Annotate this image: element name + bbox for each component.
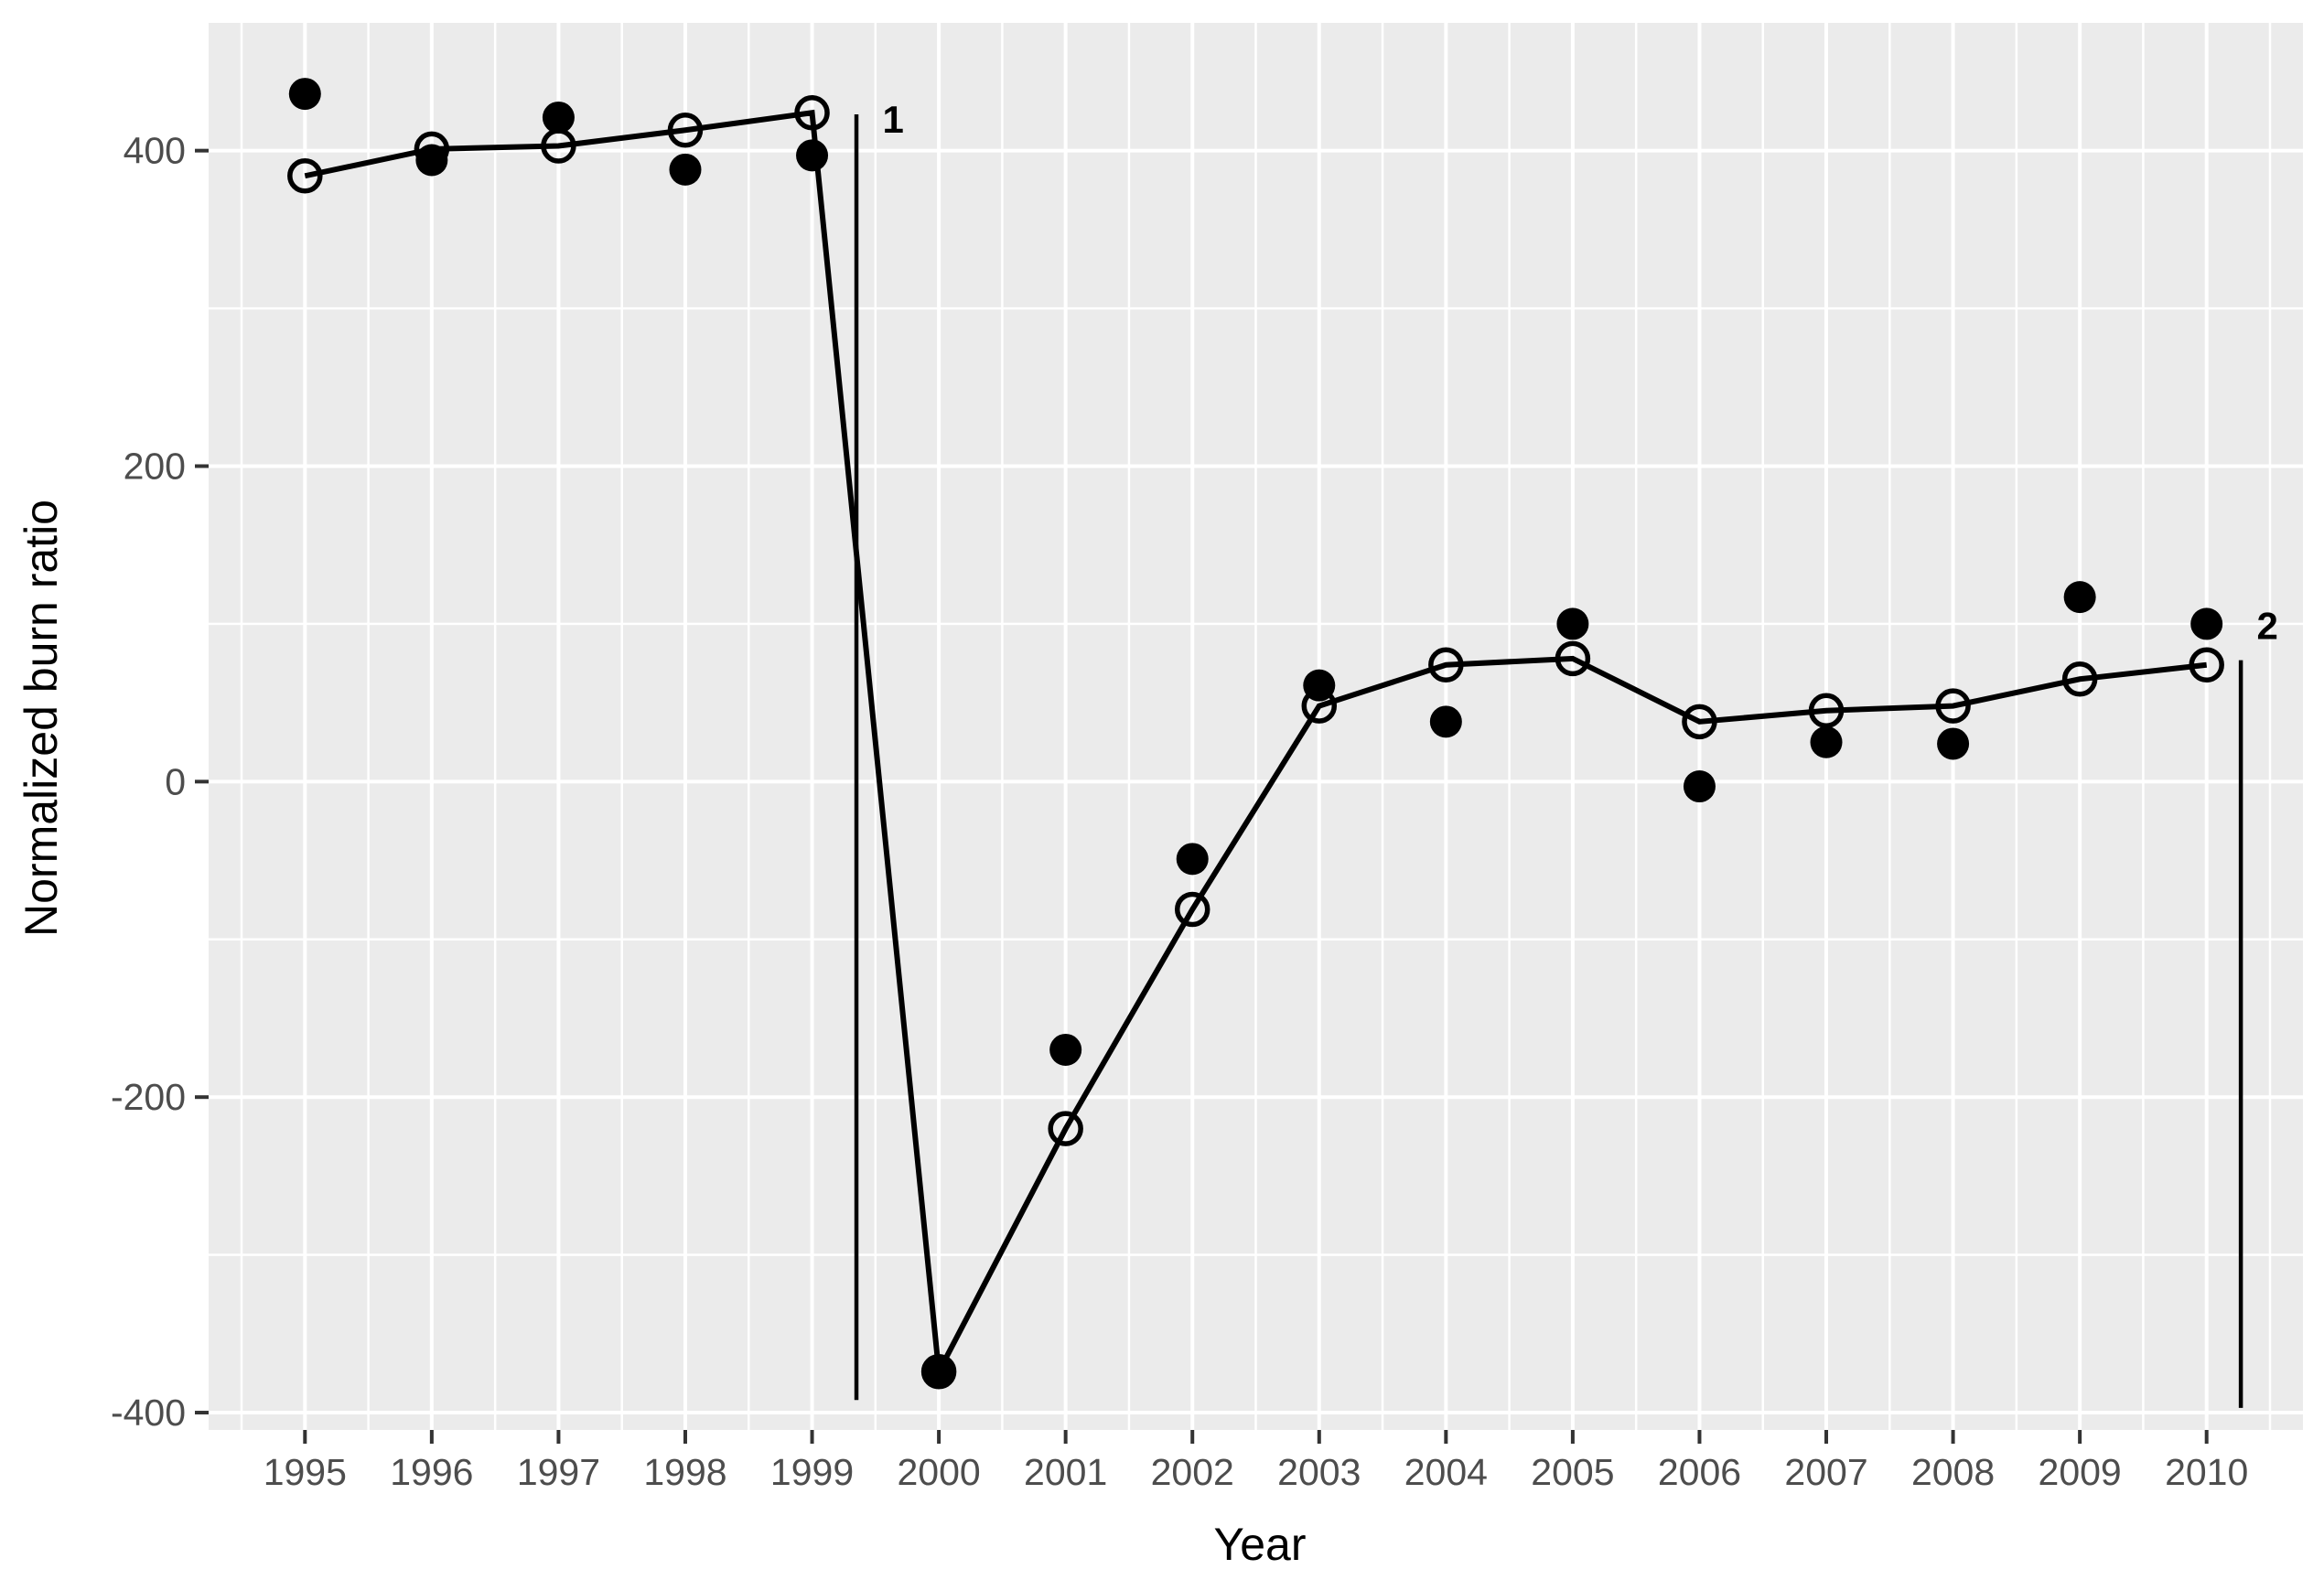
data-point-filled <box>415 144 448 177</box>
data-point-open <box>794 95 830 131</box>
data-point-filled <box>1176 843 1209 876</box>
x-tick-label: 2009 <box>2039 1451 2122 1493</box>
data-point-open <box>2189 647 2224 683</box>
y-axis-title: Normalized burn ratio <box>16 500 67 937</box>
x-tick-label: 1995 <box>264 1451 347 1493</box>
x-tick-label: 2004 <box>1404 1451 1488 1493</box>
y-tick-label: -200 <box>111 1076 186 1118</box>
data-point-open <box>287 157 323 194</box>
data-point-filled <box>2190 607 2223 640</box>
x-tick-label: 2001 <box>1024 1451 1107 1493</box>
y-tick-label: 200 <box>124 446 186 488</box>
x-tick-label: 2010 <box>2165 1451 2248 1493</box>
y-tick-label: -400 <box>111 1392 186 1434</box>
x-tick-label: 2007 <box>1784 1451 1867 1493</box>
data-point-open <box>1555 640 1591 677</box>
x-tick-label: 2006 <box>1658 1451 1741 1493</box>
x-tick-label: 1999 <box>770 1451 854 1493</box>
axes-layer: 1995 1996 1997 1998 1999 2000 2001 2002 2003 2004… <box>111 130 2248 1493</box>
y-tick-label: 0 <box>165 760 186 802</box>
x-tick-label: 1996 <box>390 1451 473 1493</box>
data-layer <box>287 78 2224 1390</box>
x-tick-label: 2002 <box>1151 1451 1234 1493</box>
data-point-filled <box>1683 770 1716 803</box>
data-point-open <box>1174 891 1210 928</box>
data-point-filled <box>922 1355 955 1388</box>
data-point-filled <box>1303 669 1336 702</box>
x-tick-label: 2005 <box>1531 1451 1614 1493</box>
data-point-filled <box>1049 1033 1082 1066</box>
data-point-open <box>1428 647 1464 683</box>
grid-major-layer <box>209 23 2303 1430</box>
x-tick-label: 1998 <box>643 1451 726 1493</box>
data-point-filled <box>288 78 321 111</box>
vline-label-1: 1 <box>883 98 904 141</box>
data-point-open <box>667 112 704 148</box>
x-tick-label: 2008 <box>1911 1451 1995 1493</box>
data-point-open <box>1048 1111 1083 1146</box>
data-point-filled <box>1556 607 1589 640</box>
data-point-filled <box>542 101 575 134</box>
data-point-filled <box>1429 705 1462 738</box>
data-point-filled <box>2063 581 2096 614</box>
data-point-open <box>1682 704 1717 740</box>
data-point-filled <box>669 153 702 186</box>
y-tick-label: 400 <box>124 130 186 172</box>
data-point-open <box>1808 693 1845 729</box>
x-tick-label: 2003 <box>1277 1451 1361 1493</box>
x-tick-label: 2000 <box>897 1451 980 1493</box>
data-point-filled <box>1937 727 1970 760</box>
data-point-filled <box>1810 726 1843 758</box>
data-point-open <box>1935 688 1971 724</box>
vline-marker-layer: 12 <box>854 98 2278 1408</box>
data-point-filled <box>796 139 829 172</box>
vline-label-2: 2 <box>2257 605 2278 648</box>
trend-line <box>304 109 2208 1381</box>
data-point-open <box>2061 661 2098 697</box>
x-tick-label: 1997 <box>517 1451 600 1493</box>
x-axis-title: Year <box>1213 1519 1306 1570</box>
